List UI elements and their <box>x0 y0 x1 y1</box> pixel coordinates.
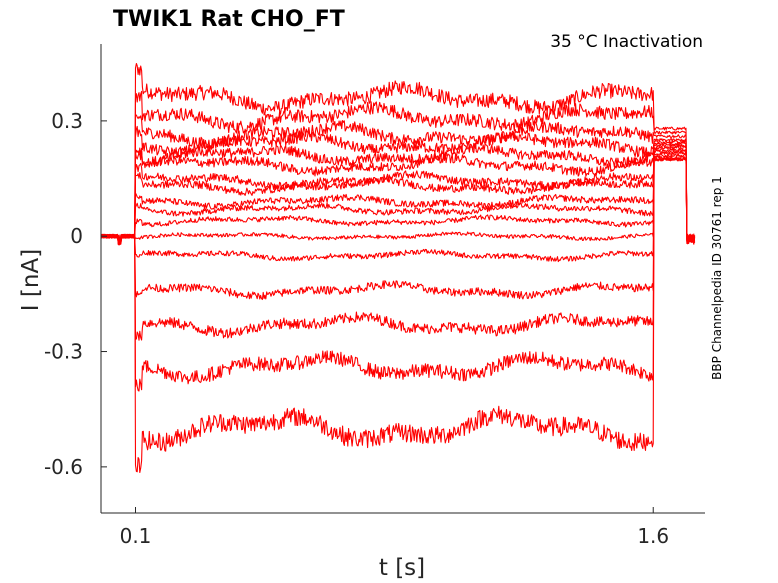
current-trace <box>100 145 696 243</box>
y-tick-label: -0.6 <box>44 455 83 479</box>
current-trace <box>100 151 696 245</box>
current-trace <box>100 141 696 244</box>
chart-title: TWIK1 Rat CHO_FT <box>113 7 345 32</box>
condition-label: 35 °C Inactivation <box>550 32 703 52</box>
x-ticks-group: 0.1 1.6 <box>120 507 669 548</box>
current-trace <box>101 139 696 244</box>
current-trace <box>100 157 695 341</box>
current-trace <box>100 125 696 243</box>
x-tick-label: 0.1 <box>120 524 152 548</box>
current-trace <box>100 149 696 246</box>
current-trace <box>100 143 696 245</box>
y-tick-label: 0 <box>70 224 83 248</box>
y-ticks-group: 0.3 0 -0.3 -0.6 <box>44 109 107 479</box>
current-trace <box>100 155 696 263</box>
current-trace <box>100 90 696 243</box>
current-trace <box>100 147 696 245</box>
current-trace <box>100 157 696 474</box>
traces-group <box>100 62 696 474</box>
current-trace <box>100 153 696 245</box>
y-tick-label: 0.3 <box>51 109 83 133</box>
current-trace <box>100 62 696 245</box>
x-tick-label: 1.6 <box>637 524 669 548</box>
x-axis-label: t [s] <box>379 555 425 581</box>
current-trace <box>100 157 696 301</box>
current-trace <box>100 114 696 242</box>
y-tick-label: -0.3 <box>44 340 83 364</box>
current-trace <box>100 157 696 392</box>
side-note: BBP Channelpedia ID 30761 rep 1 <box>710 176 724 380</box>
y-axis-label: I [nA] <box>18 249 44 311</box>
